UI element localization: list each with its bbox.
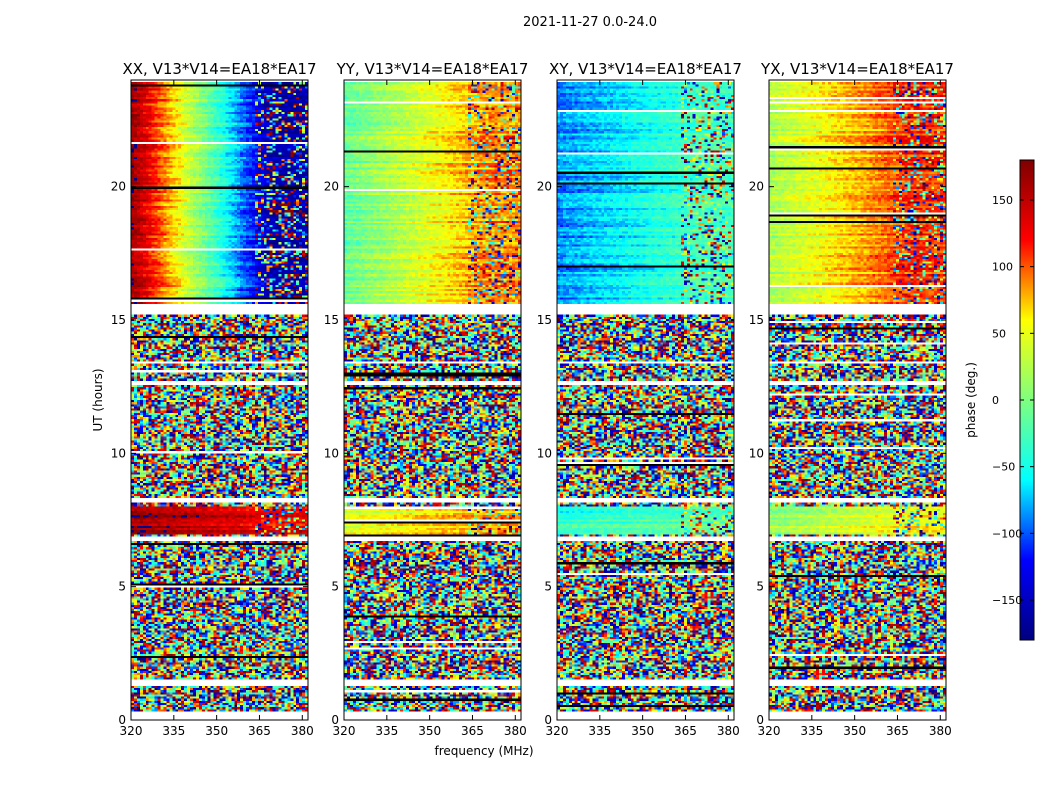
x-tick-label: 380 <box>291 724 314 738</box>
heatmap-image <box>131 80 308 720</box>
panel-frame <box>768 79 947 721</box>
y-axis-label: UT (hours) <box>91 368 105 431</box>
colorbar-label: phase (deg.) <box>964 362 978 438</box>
x-tick-label: 350 <box>205 724 228 738</box>
y-tick-label: 15 <box>111 313 126 327</box>
y-tick-label: 5 <box>756 580 764 594</box>
panel-0: XX, V13*V14=EA18*EA17 320 335 350 365 380 0 5 10… <box>111 60 317 738</box>
colorbar-tick-label: 50 <box>992 327 1006 340</box>
colorbar-tick-label: 150 <box>992 194 1013 207</box>
y-tick-label: 15 <box>749 313 764 327</box>
y-tick-label: 10 <box>749 446 764 460</box>
x-tick-label: 335 <box>162 724 185 738</box>
x-tick-label: 365 <box>886 724 909 738</box>
y-tick-label: 0 <box>544 713 552 727</box>
y-tick-label: 0 <box>118 713 126 727</box>
colorbar: 150 100 50 0 −50 −100 −150 phase (deg.) <box>964 159 1035 641</box>
x-tick-label: 320 <box>546 724 569 738</box>
colorbar-tick-label: 0 <box>992 394 999 407</box>
x-tick-label: 365 <box>248 724 271 738</box>
panel-title: YX, V13*V14=EA18*EA17 <box>760 60 954 78</box>
x-tick-label: 350 <box>631 724 654 738</box>
panel-3: YX, V13*V14=EA18*EA17 320 335 350 365 380 0 5 10… <box>749 60 954 738</box>
y-tick-label: 10 <box>324 446 339 460</box>
y-tick-label: 20 <box>324 180 339 194</box>
panel-2: XY, V13*V14=EA18*EA17 320 335 350 365 380 0 5 10… <box>537 60 742 738</box>
suptitle: 2021-11-27 0.0-24.0 <box>523 15 657 30</box>
panel-title: XY, V13*V14=EA18*EA17 <box>549 60 742 78</box>
heatmap-image <box>769 80 946 720</box>
x-tick-label: 365 <box>461 724 484 738</box>
panel-1: YY, V13*V14=EA18*EA17 320 335 350 365 380 0 5 10… <box>324 60 529 738</box>
colorbar-tick-label: −150 <box>992 594 1022 607</box>
y-tick-label: 0 <box>331 713 339 727</box>
colorbar-tick-label: 100 <box>992 261 1013 274</box>
x-tick-label: 335 <box>588 724 611 738</box>
x-tick-label: 380 <box>717 724 740 738</box>
x-tick-label: 335 <box>800 724 823 738</box>
panels: XX, V13*V14=EA18*EA17 320 335 350 365 380 0 5 10… <box>111 60 954 738</box>
y-tick-label: 5 <box>118 580 126 594</box>
x-tick-label: 350 <box>843 724 866 738</box>
x-tick-label: 320 <box>120 724 143 738</box>
y-tick-label: 10 <box>537 446 552 460</box>
y-tick-label: 15 <box>537 313 552 327</box>
x-axis-label: frequency (MHz) <box>434 744 533 758</box>
panel-title: XX, V13*V14=EA18*EA17 <box>122 60 316 78</box>
panel-title: YY, V13*V14=EA18*EA17 <box>336 60 529 78</box>
x-tick-label: 320 <box>758 724 781 738</box>
y-tick-label: 0 <box>756 713 764 727</box>
heatmap-image <box>557 80 734 720</box>
x-tick-label: 320 <box>333 724 356 738</box>
panel-frame <box>343 79 522 721</box>
x-tick-label: 350 <box>418 724 441 738</box>
y-tick-label: 15 <box>324 313 339 327</box>
colorbar-ticks: 150 100 50 0 −50 −100 −150 <box>992 194 1034 607</box>
colorbar-tick-label: −100 <box>992 527 1022 540</box>
heatmap-image <box>344 80 521 720</box>
y-tick-label: 20 <box>111 180 126 194</box>
y-tick-label: 20 <box>537 180 552 194</box>
x-tick-label: 380 <box>929 724 952 738</box>
panel-frame <box>556 79 735 721</box>
x-tick-label: 380 <box>504 724 527 738</box>
colorbar-tick-label: −50 <box>992 461 1015 474</box>
y-tick-label: 5 <box>331 580 339 594</box>
x-tick-label: 365 <box>674 724 697 738</box>
y-tick-label: 20 <box>749 180 764 194</box>
y-tick-label: 5 <box>544 580 552 594</box>
y-tick-label: 10 <box>111 446 126 460</box>
panel-frame <box>130 79 309 721</box>
x-tick-label: 335 <box>375 724 398 738</box>
